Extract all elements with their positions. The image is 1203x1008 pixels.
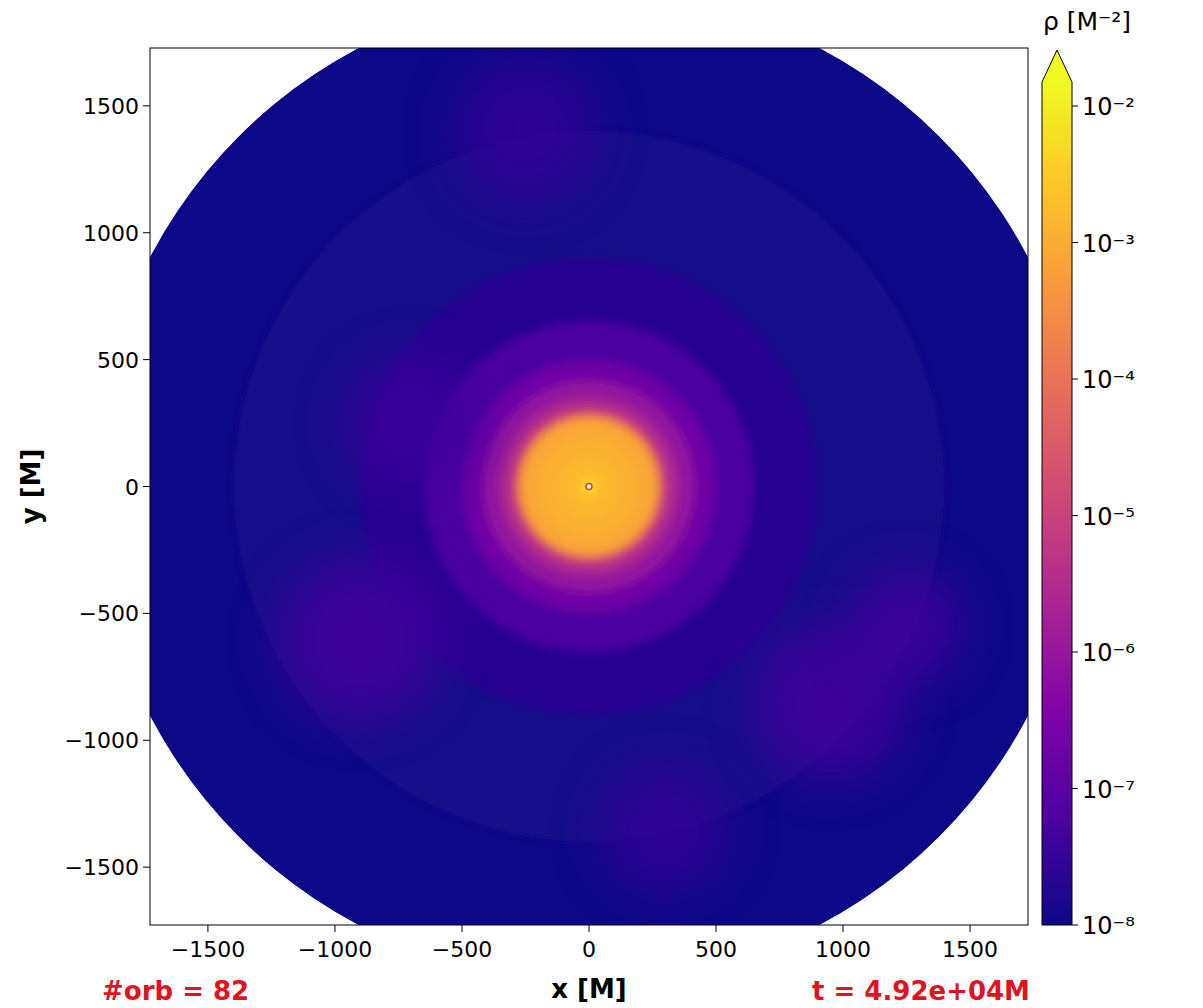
- y-axis-title: y [M]: [16, 449, 46, 525]
- y-tick: [143, 613, 150, 614]
- colorbar-tick-label: 10⁻²: [1082, 93, 1135, 121]
- time-annotation: t = 4.92e+04M: [812, 976, 1030, 1006]
- colorbar-tick: [1072, 106, 1078, 107]
- density-ring: [150, 48, 1028, 925]
- colorbar-tick: [1072, 925, 1078, 926]
- colorbar-tick-label: 10⁻⁵: [1082, 503, 1135, 531]
- y-tick-label: 0: [125, 475, 139, 500]
- colorbar-tick-label: 10⁻⁷: [1082, 776, 1135, 804]
- x-axis-title: x [M]: [551, 974, 626, 1004]
- plot-area: [150, 48, 1028, 925]
- density-clump: [345, 357, 477, 489]
- density-ring: [513, 410, 665, 562]
- y-tick-label: 1500: [83, 94, 139, 119]
- density-ring: [233, 131, 944, 842]
- x-tick-label: −1000: [298, 937, 372, 962]
- density-ring: [519, 417, 659, 557]
- x-tick: [716, 925, 717, 932]
- density-clump: [602, 766, 729, 893]
- x-tick: [334, 925, 335, 932]
- y-tick-label: −500: [79, 601, 139, 626]
- x-tick: [207, 925, 208, 932]
- y-tick: [143, 740, 150, 741]
- colorbar-title: ρ [M⁻²]: [1043, 7, 1131, 36]
- colorbar: [1042, 82, 1072, 925]
- density-ring: [482, 380, 695, 593]
- x-tick-label: −500: [432, 937, 492, 962]
- y-tick-label: 1000: [83, 221, 139, 246]
- x-tick-label: 1500: [942, 937, 998, 962]
- colorbar-tick-label: 10⁻³: [1082, 230, 1135, 258]
- colorbar-tick: [1072, 652, 1078, 653]
- colorbar-tick-label: 10⁻⁸: [1082, 912, 1135, 940]
- x-tick: [843, 925, 844, 932]
- colorbar-tick: [1072, 379, 1078, 380]
- density-clump: [851, 570, 963, 682]
- density-ring: [574, 471, 604, 501]
- density-ring: [500, 398, 678, 576]
- colorbar-tick: [1072, 242, 1078, 243]
- x-tick: [461, 925, 462, 932]
- density-ring: [424, 321, 754, 651]
- density-ring: [559, 456, 620, 517]
- figure: −1500 −1000 −500 0 500 1000 1500 −1500 −1000 −500…: [0, 0, 1203, 1008]
- x-tick: [589, 925, 590, 932]
- orbit-annotation: #orb = 82: [102, 976, 249, 1006]
- density-ring: [538, 436, 640, 538]
- density-ring: [462, 359, 716, 613]
- y-tick-label: −1000: [65, 728, 139, 753]
- density-clump: [279, 557, 442, 720]
- plot-frame: [150, 48, 1028, 925]
- y-tick-label: 500: [97, 348, 139, 373]
- colorbar-tick: [1072, 515, 1078, 516]
- x-tick-label: 0: [582, 937, 596, 962]
- colorbar-extend: [1042, 50, 1072, 82]
- y-tick-label: −1500: [65, 855, 139, 880]
- x-tick: [970, 925, 971, 932]
- colorbar-tick: [1072, 788, 1078, 789]
- domain: [150, 48, 1028, 925]
- colorbar-frame: [1042, 50, 1072, 925]
- density-clump: [454, 60, 596, 202]
- y-tick: [143, 359, 150, 360]
- colorbar-tick-label: 10⁻⁴: [1082, 366, 1135, 394]
- y-tick: [143, 867, 150, 868]
- x-tick-label: 1000: [815, 937, 871, 962]
- density-ring: [584, 482, 593, 491]
- y-tick: [143, 105, 150, 106]
- x-tick-label: −1500: [171, 937, 245, 962]
- y-tick: [143, 486, 150, 487]
- density-ring: [581, 479, 596, 494]
- y-tick: [143, 232, 150, 233]
- x-tick-label: 500: [695, 937, 737, 962]
- colorbar-tick-label: 10⁻⁶: [1082, 639, 1135, 667]
- cavity: [586, 483, 592, 489]
